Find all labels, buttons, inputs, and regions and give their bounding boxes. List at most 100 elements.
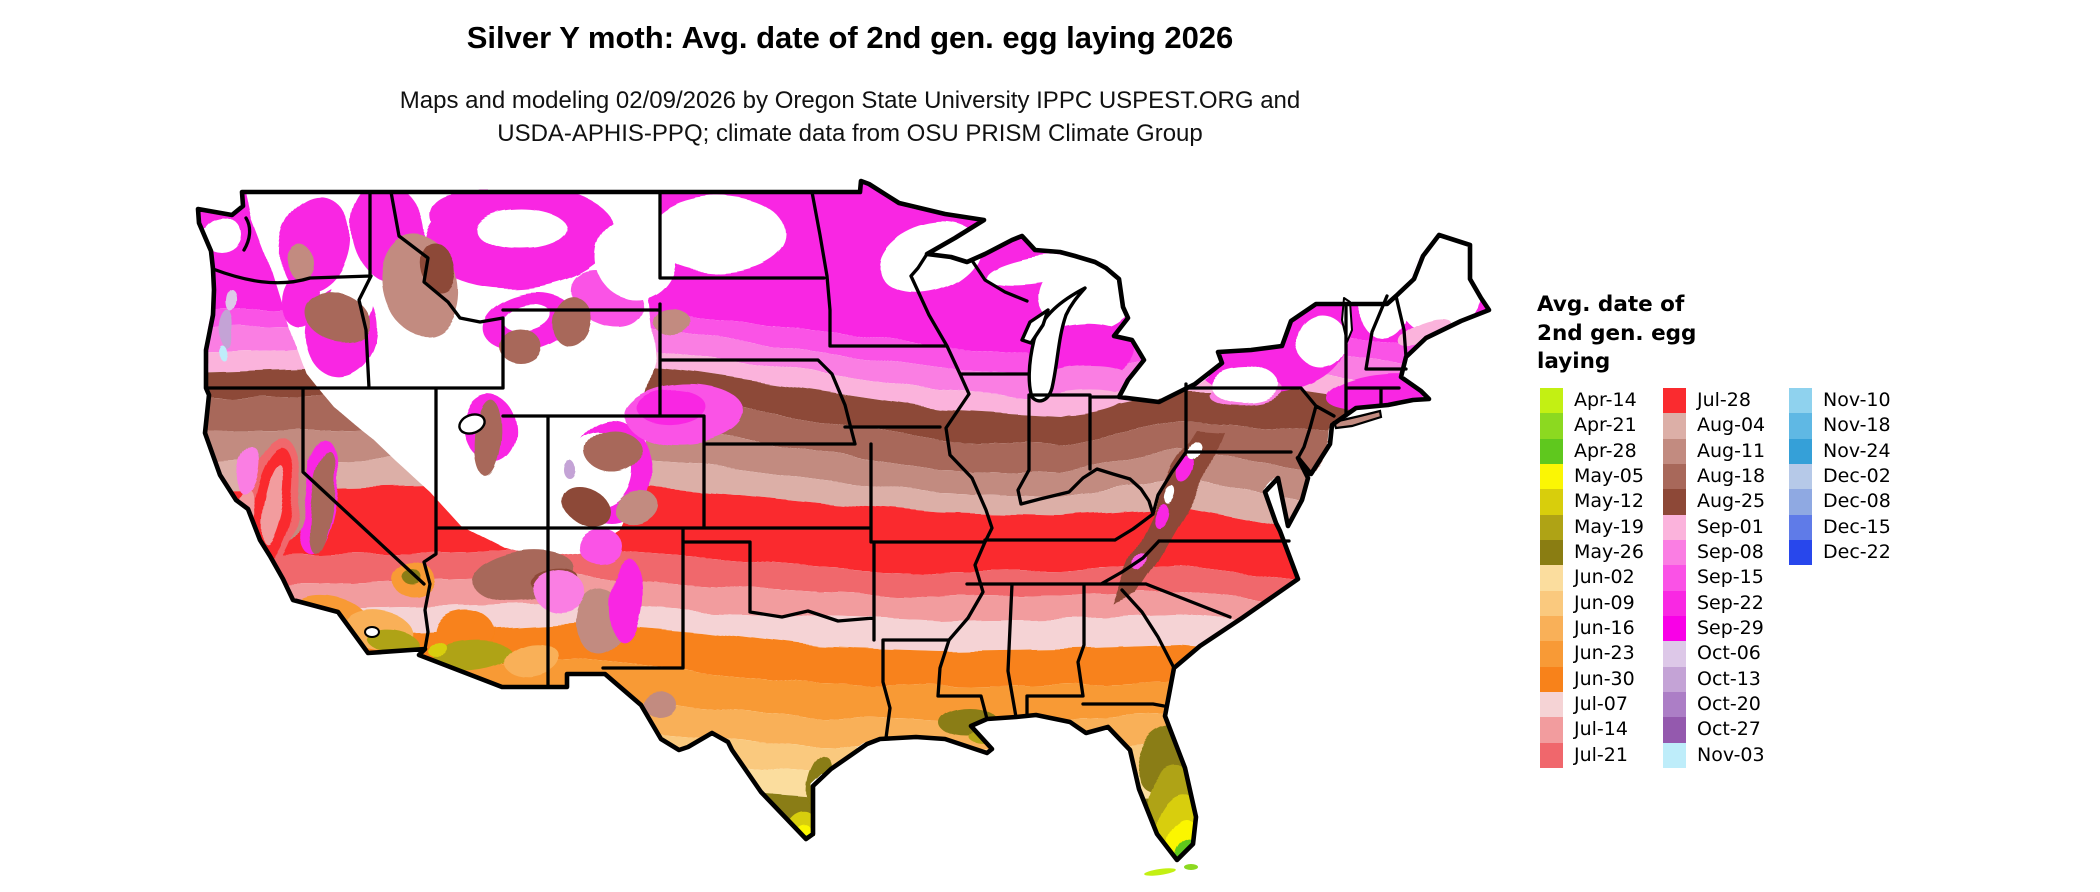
legend-entry: May-19 [1540, 514, 1644, 540]
legend-swatch [1540, 539, 1563, 566]
great-lakes [364, 286, 1353, 638]
legend-label: Aug-18 [1697, 464, 1766, 487]
great-salt-lake [458, 413, 486, 435]
raster-region [220, 312, 236, 348]
legend-swatch [1663, 463, 1686, 490]
raster-region [1297, 315, 1347, 369]
legend-swatch [1789, 539, 1812, 566]
legend-swatch [1663, 641, 1686, 667]
legend-label: Sep-01 [1697, 515, 1764, 538]
legend-label: Jun-02 [1574, 566, 1635, 589]
legend-entry: Oct-20 [1663, 691, 1765, 718]
legend-entry: Dec-02 [1789, 463, 1891, 490]
raster-region [615, 491, 659, 525]
legend-label: Oct-13 [1697, 667, 1761, 690]
long-island [1332, 409, 1383, 430]
map-title: Silver Y moth: Avg. date of 2nd gen. egg… [466, 20, 1234, 55]
raster-region [420, 242, 456, 294]
legend-entry: Sep-08 [1663, 539, 1765, 566]
legend-swatch [1540, 388, 1563, 414]
raster-region [1397, 317, 1451, 347]
raster-region [474, 208, 566, 248]
legend-entry: Jul-28 [1663, 388, 1765, 414]
legend-label: Oct-06 [1697, 642, 1761, 665]
legend-label: Jun-30 [1574, 667, 1635, 690]
legend-label: Dec-02 [1823, 464, 1891, 487]
legend-entry: Jun-09 [1540, 590, 1644, 616]
raster-band [198, 826, 1489, 857]
legend-swatch [1663, 388, 1686, 414]
legend-label: Aug-25 [1697, 490, 1766, 513]
legend-label: Nov-24 [1823, 439, 1891, 462]
raster-band [198, 602, 1489, 665]
legend-swatch [1789, 438, 1812, 464]
legend-swatch [1663, 717, 1686, 743]
legend-label: Oct-20 [1697, 692, 1761, 715]
legend-label: Apr-21 [1574, 414, 1637, 437]
legend-label: Aug-11 [1697, 439, 1766, 462]
raster-region [561, 485, 611, 527]
legend-swatch [1540, 666, 1563, 692]
legend-swatch [1663, 666, 1686, 692]
legend-swatch [1540, 565, 1563, 591]
salton-sea [364, 626, 380, 638]
legend-label: Dec-08 [1823, 490, 1891, 513]
legend-label: Sep-29 [1697, 616, 1764, 639]
subtitle-line-1: Maps and modeling 02/09/2026 by Oregon S… [399, 87, 1301, 114]
legend-label: Dec-22 [1823, 540, 1891, 563]
legend-label: Jun-16 [1574, 616, 1635, 639]
legend-swatch [1540, 489, 1563, 515]
legend-entry: Nov-24 [1789, 438, 1891, 464]
raster-region [586, 430, 642, 474]
raster-region [218, 345, 226, 359]
raster-region [938, 707, 998, 737]
legend-swatch [1663, 413, 1686, 439]
legend-swatch [1789, 489, 1812, 515]
state-borders [204, 190, 1408, 740]
raster-band [198, 852, 1489, 860]
legend-entry: May-12 [1540, 489, 1644, 515]
subtitle-line-2: USDA-APHIS-PPQ; climate data from OSU PR… [497, 120, 1203, 147]
raster-region [402, 570, 422, 584]
raster-region [504, 642, 560, 678]
raster-region [237, 446, 259, 494]
legend-label: Sep-22 [1697, 591, 1764, 614]
legend-swatch [1540, 615, 1563, 642]
legend-entry: Apr-28 [1540, 438, 1644, 464]
raster-region [499, 329, 541, 363]
legend-swatch [1663, 514, 1686, 540]
raster-region [609, 558, 643, 642]
raster-region [650, 196, 786, 272]
raster-band [198, 806, 1489, 845]
legend-label: Jul-28 [1697, 389, 1751, 411]
legend-entry: Sep-22 [1663, 590, 1765, 616]
legend-label: Oct-27 [1697, 718, 1761, 741]
legend-swatch [1663, 590, 1686, 616]
raster-region [1164, 486, 1176, 504]
legend-entry: Jul-14 [1540, 717, 1644, 743]
legend-entry: Aug-04 [1663, 413, 1765, 439]
legend-column-1: Apr-14 Apr-21 Apr-28 May-05 May-12 May-19 May-… [1540, 388, 1644, 768]
raster-region [202, 217, 242, 253]
raster-region [427, 643, 449, 657]
green-bay [1020, 308, 1050, 345]
legend-label: May-26 [1574, 540, 1644, 563]
raster-region [643, 692, 677, 718]
legend-swatch [1663, 539, 1686, 566]
legend-label: Jun-09 [1574, 591, 1635, 614]
legend-label: Sep-08 [1697, 540, 1764, 563]
raster-region [578, 528, 622, 564]
legend-swatch [1663, 742, 1686, 768]
legend-entry: Jul-07 [1540, 691, 1644, 718]
legend-entry: Jun-23 [1540, 641, 1644, 667]
raster-region [653, 309, 691, 335]
legend-entry: Jul-21 [1540, 742, 1644, 768]
legend-label: Nov-10 [1823, 389, 1891, 411]
legend-entry: Aug-25 [1663, 489, 1766, 515]
legend-entry: Oct-13 [1663, 666, 1765, 692]
florida-keys [1144, 864, 1198, 876]
raster-band [198, 782, 1489, 829]
legend-label: Nov-03 [1697, 743, 1765, 766]
